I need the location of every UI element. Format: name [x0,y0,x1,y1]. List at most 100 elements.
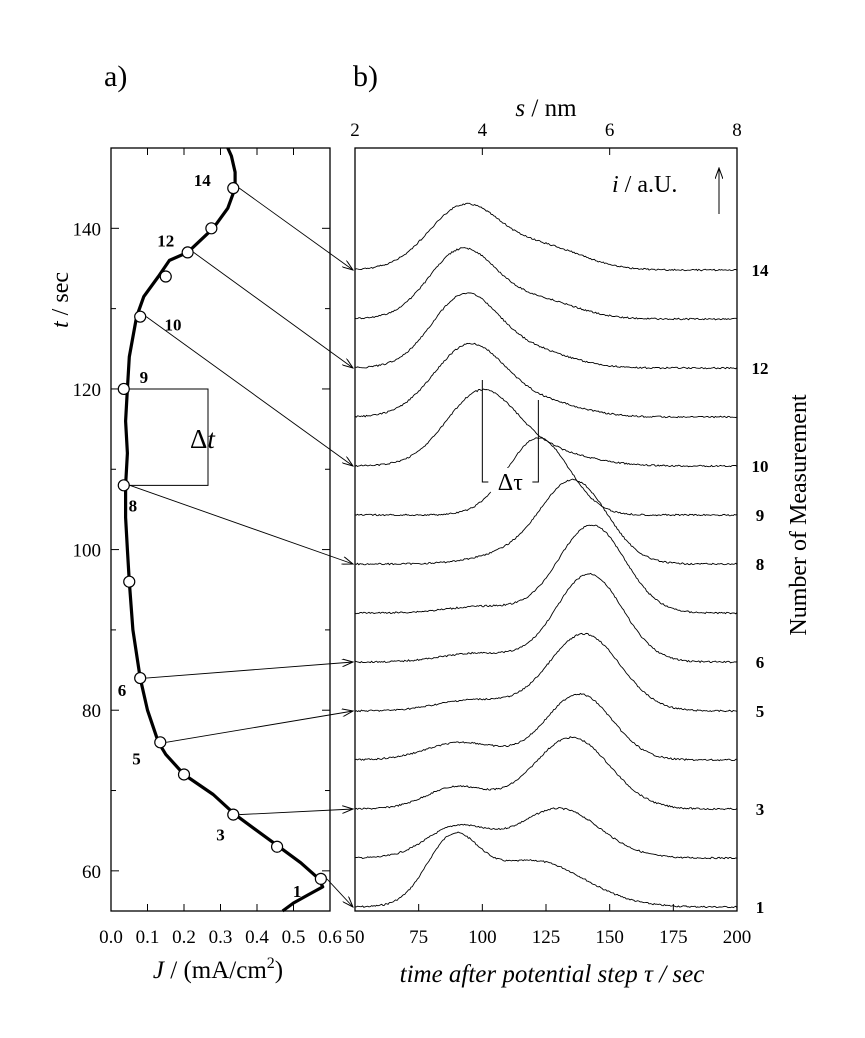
measurement-marker-labels: 1 3 5 6 8 9 10 12 14 [118,171,302,901]
connector-arrows [129,187,353,907]
marker-label: 6 [118,681,127,700]
measurement-marker [227,808,240,821]
top-tick-label: 4 [478,120,488,141]
x-axis-label-close: ) [275,957,283,984]
connector-arrow [145,316,353,466]
measurement-marker [270,840,284,853]
measurement-number-label: 8 [756,555,765,574]
spectrum-series-4 [354,692,738,762]
measurement-number-label: 10 [752,457,769,476]
y-tick-label: 80 [82,701,101,722]
measurement-marker [177,768,191,781]
marker-label: 14 [194,171,212,190]
panel-a-x-axis-label: J / (mA/cm2) [153,955,283,984]
spectrum-series-2 [354,807,738,860]
measurement-marker [117,479,130,492]
measurement-number-labels: 1 3 5 6 8 9 10 12 14 [752,261,770,917]
intensity-label-symbol: i [612,172,619,198]
connector-arrow [239,187,353,270]
spectrum-series-12 [354,292,738,370]
delta-tau-label: Δτ [498,470,523,496]
current-transient-curve [124,147,325,913]
panel-a-x-ticks: 0.0 0.1 0.2 0.3 0.4 0.5 0.6 [99,148,342,948]
x-tick-label: 200 [723,927,752,948]
x-tick-label: 0.3 [209,927,233,948]
measurement-number-label: 1 [756,898,765,917]
x-tick-label: 0.2 [172,927,196,948]
marker-label: 5 [132,749,141,768]
spectrum-series-1 [354,831,738,909]
panel-b-frame [354,147,738,912]
spectra-series [354,202,738,909]
connector-arrow [129,484,353,564]
current-curve-layer [124,147,325,913]
spectrum-series-3 [354,736,738,811]
y-tick-label: 120 [73,380,102,401]
marker-label: 3 [216,826,225,845]
measurement-number-label: 14 [752,261,770,280]
measurement-number-label: 6 [756,653,765,672]
y-tick-label: 100 [73,541,102,562]
intensity-label: i / a.U. [612,172,677,198]
top-tick-label: 2 [350,120,360,141]
spectrum-series-11 [354,342,738,419]
x-tick-label: 150 [595,927,624,948]
panel-b-right-axis-label: Number of Measurement [786,394,812,636]
y-tick-label: 140 [73,219,102,240]
marker-label: 1 [293,882,302,901]
x-tick-label: 50 [346,927,365,948]
spectrum-series-10 [354,388,738,468]
panel-a: a) 0.0 0.1 0.2 0.3 0.4 0.5 0.6 60 80 100 120 140 J… [48,60,342,984]
marker-label: 8 [129,496,138,515]
intensity-label-units: / a.U. [619,172,678,198]
marker-label: 12 [157,231,174,250]
delta-t-bracket-layer: Δt [125,388,216,486]
measurement-number-label: 3 [756,800,765,819]
delta-tau-label-bg [490,468,531,492]
x-tick-label: 175 [659,927,688,948]
panel-a-y-ticks: 60 80 100 120 140 [73,147,330,883]
y-axis-label-units: / sec [48,272,74,321]
x-tick-label: 0.1 [136,927,160,948]
spectrum-series-6 [354,572,738,664]
measurement-marker [134,671,147,685]
panel-b-top-ticks: 2 4 6 8 [350,120,742,155]
panel-b-x-ticks: 50 75 100 125 150 175 200 [346,904,752,948]
panel-b-label: b) [353,60,378,93]
x-tick-label: 0.4 [245,927,269,948]
x-tick-label: 0.6 [318,927,342,948]
measurement-marker [159,270,172,283]
x-tick-label: 100 [468,927,497,948]
delta-tau-right-bracket [532,400,539,483]
connector-arrow [146,662,353,679]
spectrum-series-7 [354,524,738,615]
panel-a-y-axis-label: t / sec [48,272,74,328]
panel-a-label: a) [104,60,127,93]
marker-label: 10 [165,316,182,335]
connector-arrow [239,809,353,816]
panel-a-frame [110,147,331,912]
spectrum-series-14 [354,202,738,272]
measurement-marker [123,575,136,588]
measurement-marker [314,872,327,885]
measurement-marker [205,222,218,235]
measurement-number-label: 9 [756,506,765,525]
measurement-markers [117,182,327,885]
x-tick-label: 0.0 [99,927,123,948]
measurement-marker [134,310,147,323]
measurement-marker [227,182,240,195]
connector-arrow [193,252,353,368]
top-axis-label-symbol: s [515,95,525,122]
top-tick-label: 6 [605,120,615,141]
spectrum-series-8 [354,478,738,566]
spectrum-series-13 [354,247,738,321]
panel-b-top-axis-label: s / nm [515,95,577,122]
measurement-marker [117,382,130,396]
measurement-number-label: 12 [752,359,769,378]
x-axis-label-superscript: 2 [267,955,275,972]
x-tick-label: 125 [532,927,561,948]
x-tick-label: 75 [409,927,428,948]
y-axis-label-symbol: t [48,320,74,328]
